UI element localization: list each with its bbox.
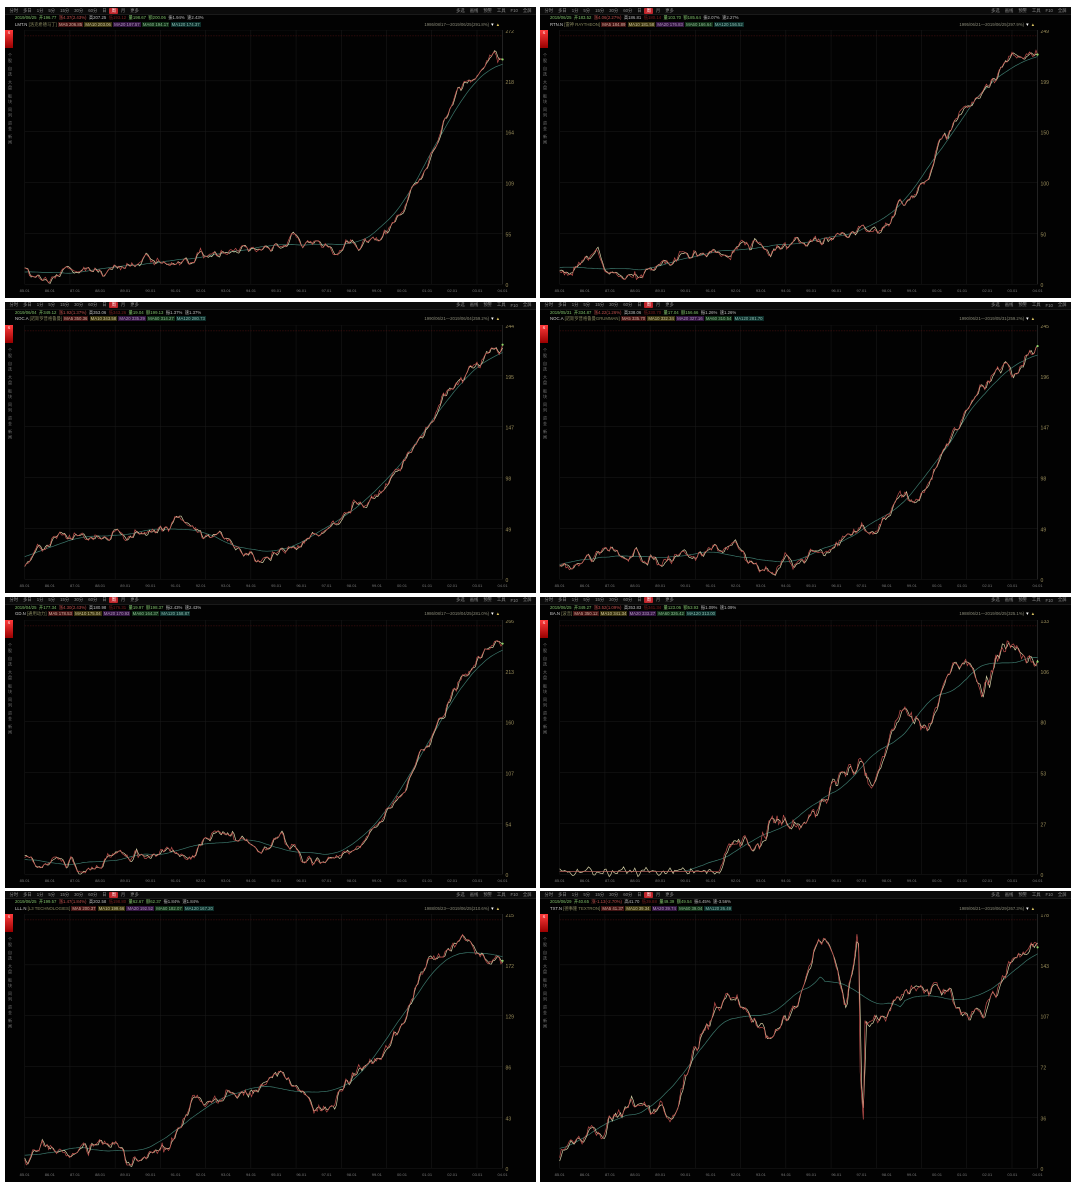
svg-text:98: 98 [506, 476, 512, 482]
svg-text:109: 109 [506, 182, 515, 188]
svg-text:0: 0 [1041, 578, 1044, 584]
svg-text:72: 72 [1041, 1066, 1047, 1072]
svg-text:54: 54 [506, 822, 512, 828]
svg-text:143: 143 [1041, 964, 1050, 970]
svg-text:36: 36 [1041, 1117, 1047, 1123]
svg-text:215: 215 [506, 914, 515, 919]
svg-text:213: 213 [506, 669, 515, 675]
svg-text:172: 172 [506, 964, 515, 970]
svg-text:245: 245 [1041, 325, 1050, 330]
svg-text:272: 272 [506, 30, 515, 35]
svg-text:133: 133 [1041, 620, 1050, 625]
svg-text:107: 107 [506, 771, 515, 777]
svg-text:49: 49 [1041, 527, 1047, 533]
svg-text:160: 160 [506, 720, 515, 726]
svg-text:0: 0 [1041, 1167, 1044, 1173]
svg-text:164: 164 [506, 131, 515, 137]
svg-text:129: 129 [506, 1015, 515, 1021]
svg-text:100: 100 [1041, 182, 1050, 188]
svg-text:195: 195 [506, 375, 515, 381]
svg-text:147: 147 [1041, 425, 1050, 431]
svg-text:0: 0 [506, 283, 509, 289]
svg-text:50: 50 [1041, 232, 1047, 238]
svg-text:249: 249 [1041, 30, 1050, 35]
svg-text:80: 80 [1041, 720, 1047, 726]
svg-text:199: 199 [1041, 80, 1050, 86]
svg-text:218: 218 [506, 80, 515, 86]
svg-text:196: 196 [1041, 375, 1050, 381]
svg-text:27: 27 [1041, 822, 1047, 828]
svg-text:53: 53 [1041, 771, 1047, 777]
svg-text:106: 106 [1041, 669, 1050, 675]
svg-text:147: 147 [506, 425, 515, 431]
svg-text:150: 150 [1041, 131, 1050, 137]
svg-text:43: 43 [506, 1117, 512, 1123]
svg-text:0: 0 [1041, 873, 1044, 879]
svg-text:55: 55 [506, 232, 512, 238]
svg-text:107: 107 [1041, 1015, 1050, 1021]
svg-text:266: 266 [506, 620, 515, 625]
svg-text:86: 86 [506, 1066, 512, 1072]
svg-text:0: 0 [506, 578, 509, 584]
svg-text:0: 0 [506, 1167, 509, 1173]
svg-text:0: 0 [1041, 283, 1044, 289]
svg-text:0: 0 [506, 873, 509, 879]
svg-text:244: 244 [506, 325, 515, 330]
svg-text:49: 49 [506, 527, 512, 533]
svg-text:98: 98 [1041, 476, 1047, 482]
svg-text:178: 178 [1041, 914, 1050, 919]
